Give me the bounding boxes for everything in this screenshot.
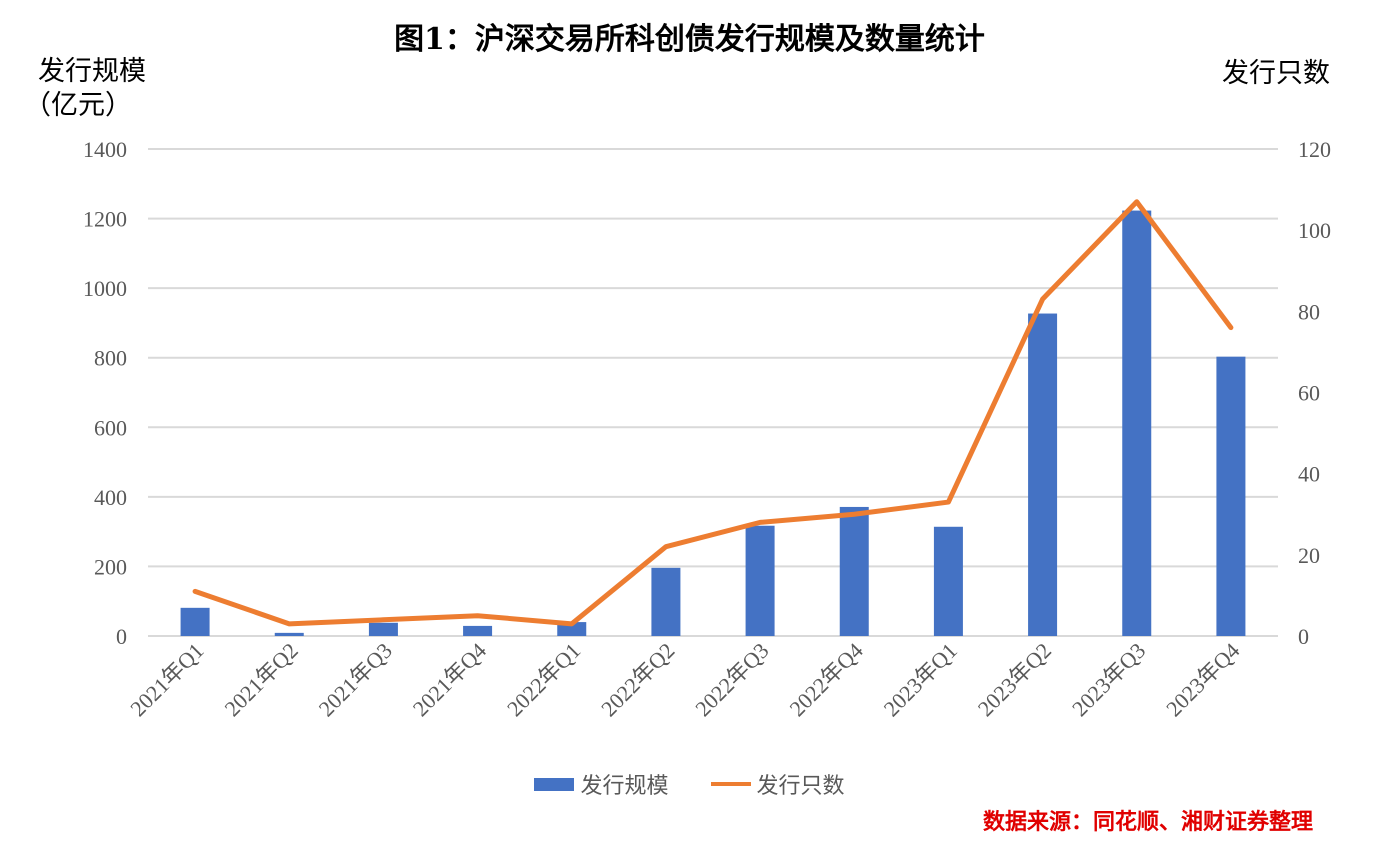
right-tick-label: 0 xyxy=(1298,624,1309,649)
x-tick-label: 2023年Q2 xyxy=(973,638,1056,721)
left-tick-label: 1000 xyxy=(83,276,127,301)
left-tick-label: 0 xyxy=(116,624,127,649)
legend-item-line[interactable]: 发行只数 xyxy=(710,768,845,800)
left-tick-label: 200 xyxy=(94,554,127,579)
x-tick-label: 2021年Q4 xyxy=(408,638,491,721)
bar-2022年Q2 xyxy=(651,567,681,636)
bar-2023年Q2 xyxy=(1028,313,1058,636)
right-tick-label: 100 xyxy=(1298,218,1331,243)
legend-swatch-line xyxy=(710,782,751,786)
bar-2021年Q2 xyxy=(274,632,304,636)
right-tick-label: 120 xyxy=(1298,137,1331,162)
x-tick-label: 2021年Q3 xyxy=(314,638,397,721)
bar-2023年Q3 xyxy=(1122,210,1152,636)
right-tick-label: 40 xyxy=(1298,462,1320,487)
x-tick-label: 2023年Q1 xyxy=(879,638,962,721)
bar-2023年Q4 xyxy=(1216,356,1246,636)
left-tick-label: 800 xyxy=(94,346,127,371)
x-tick-label: 2022年Q2 xyxy=(596,638,679,721)
left-axis-label-line2: （亿元） xyxy=(24,90,132,121)
legend-label-line: 发行只数 xyxy=(756,774,845,799)
left-axis-label-line1: 发行规模 xyxy=(38,56,146,87)
bar-2021年Q1 xyxy=(180,607,210,636)
legend-swatch-bar xyxy=(534,777,575,791)
x-tick-label: 2021年Q1 xyxy=(125,638,208,721)
right-axis-label: 发行只数 xyxy=(1222,58,1330,89)
bar-2021年Q4 xyxy=(463,625,493,636)
bar-2022年Q3 xyxy=(745,525,775,636)
left-tick-label: 1200 xyxy=(83,207,127,232)
x-tick-label: 2023年Q3 xyxy=(1067,638,1150,721)
left-tick-label: 400 xyxy=(94,485,127,510)
x-tick-label: 2021年Q2 xyxy=(219,638,302,721)
x-tick-label: 2022年Q1 xyxy=(502,638,585,721)
bar-2022年Q4 xyxy=(839,506,869,636)
x-tick-label: 2023年Q4 xyxy=(1161,638,1244,721)
source-note: 数据来源：同花顺、湘财证券整理 xyxy=(982,809,1313,835)
left-tick-label: 1400 xyxy=(83,137,127,162)
x-tick-label: 2022年Q4 xyxy=(784,638,867,721)
bar-2023年Q1 xyxy=(933,526,963,636)
chart-title: 图1：沪深交易所科创债发行规模及数量统计 xyxy=(394,22,985,57)
legend-label-bar: 发行规模 xyxy=(580,774,669,799)
right-tick-label: 60 xyxy=(1298,381,1320,406)
legend-item-bar[interactable]: 发行规模 xyxy=(534,768,669,800)
line-series xyxy=(192,199,1234,627)
bar-2021年Q3 xyxy=(368,622,398,636)
legend: 发行规模 发行只数 xyxy=(0,768,1379,800)
x-tick-label: 2022年Q3 xyxy=(690,638,773,721)
left-tick-label: 600 xyxy=(94,415,127,440)
right-tick-label: 80 xyxy=(1298,299,1320,324)
right-tick-label: 20 xyxy=(1298,543,1320,568)
